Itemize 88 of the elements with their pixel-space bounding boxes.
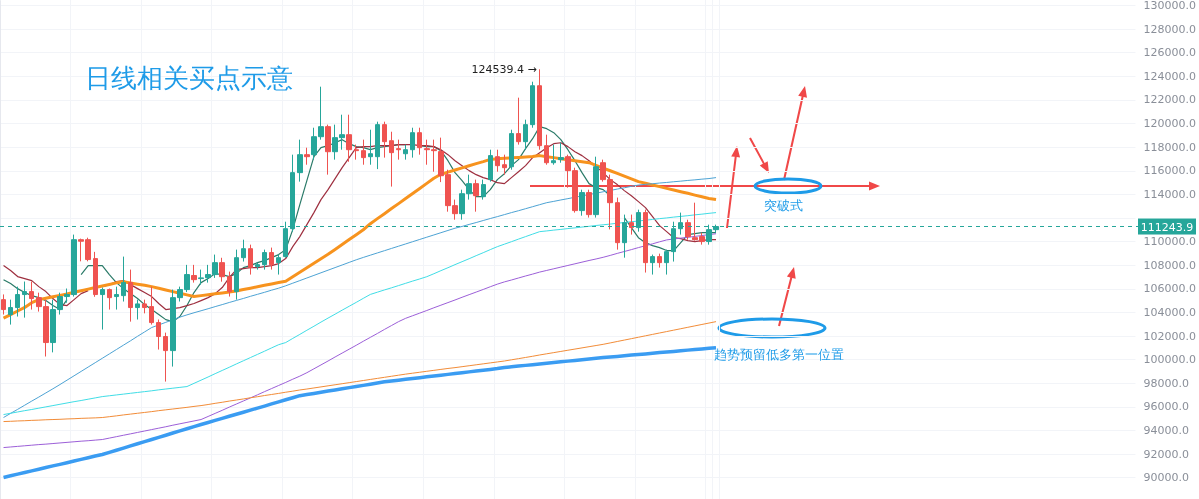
candlestick	[558, 142, 564, 164]
candlestick	[234, 249, 239, 301]
candlestick	[248, 244, 253, 276]
candlestick	[530, 81, 535, 129]
y-tick-label: 104000.0	[1143, 305, 1197, 319]
y-tick-label: 120000.0	[1143, 117, 1197, 131]
y-tick-label: 124000.0	[1143, 69, 1197, 83]
candlestick	[227, 271, 232, 298]
y-tick-label: 94000.0	[1143, 424, 1190, 438]
candlestick	[650, 254, 655, 276]
candlestick	[389, 131, 394, 188]
candlestick	[664, 249, 669, 276]
annotation: 124539.4 →	[471, 63, 537, 77]
y-tick-label: 102000.0	[1143, 329, 1197, 343]
candlestick	[128, 269, 133, 323]
candlestick	[156, 319, 161, 351]
candlestick	[142, 299, 147, 314]
candlestick	[502, 154, 507, 176]
candlestick	[382, 121, 387, 159]
candlestick	[403, 144, 408, 161]
y-tick-label: 116000.0	[1143, 164, 1197, 178]
y-tick-label: 110000.0	[1143, 235, 1197, 249]
candlestick	[657, 253, 662, 269]
y-tick-label: 130000.0	[1143, 0, 1197, 12]
candlestick	[523, 119, 528, 151]
candlestick	[368, 129, 373, 166]
candlestick	[685, 219, 691, 241]
y-tick-label: 100000.0	[1143, 353, 1197, 367]
candlestick	[488, 149, 493, 183]
candlestick	[346, 114, 352, 163]
y-tick-label: 128000.0	[1143, 22, 1197, 36]
candlestick	[615, 197, 620, 251]
candlestick	[219, 257, 225, 283]
candlestick	[241, 239, 246, 263]
candlestick	[396, 139, 401, 161]
candlestick	[8, 299, 13, 326]
candlestick	[537, 68, 542, 151]
candlestick	[586, 189, 592, 219]
candlestick	[262, 249, 267, 271]
candlestick	[276, 254, 281, 276]
y-tick-label: 122000.0	[1143, 93, 1197, 107]
y-tick-label: 106000.0	[1143, 282, 1197, 296]
candlestick	[579, 189, 585, 217]
candlestick	[107, 288, 112, 311]
y-tick-label: 92000.0	[1143, 447, 1190, 461]
candlestick	[325, 124, 331, 176]
candlestick	[297, 139, 303, 183]
candlestick	[593, 156, 599, 219]
candlestick	[100, 287, 105, 331]
candlestick	[629, 214, 634, 236]
text: 日线相关买点示意	[85, 63, 293, 93]
candlestick	[93, 251, 98, 298]
candlestick	[255, 262, 260, 271]
candlestick	[121, 256, 126, 303]
candlestick	[191, 264, 197, 284]
candlestick	[495, 149, 500, 173]
candlestick	[304, 147, 310, 166]
candlestick	[22, 281, 27, 319]
y-tick-label: 98000.0	[1143, 376, 1190, 390]
candlestick	[269, 247, 274, 271]
candlestick	[1, 293, 6, 316]
y-tick-label: 90000.0	[1143, 471, 1190, 485]
candlestick	[551, 144, 556, 166]
candlestick	[163, 332, 168, 383]
candlestick	[135, 299, 140, 320]
annotation: 趋势预留低多第一位置	[714, 347, 844, 362]
candlestick	[516, 97, 521, 146]
candlestick	[15, 286, 20, 318]
candlestick	[149, 286, 154, 326]
y-tick-label: 108000.0	[1143, 258, 1197, 272]
candlestick	[643, 209, 648, 274]
candlestick	[410, 127, 415, 159]
candlestick	[417, 127, 422, 156]
candlestick	[473, 179, 479, 213]
candlestick	[354, 144, 359, 161]
candlestick	[544, 134, 549, 166]
candlestick	[375, 121, 380, 170]
ref-line-label: 111243.9	[1140, 220, 1194, 234]
candlestick	[481, 179, 486, 201]
candlestick	[361, 139, 366, 166]
candlestick	[29, 281, 34, 311]
y-tick-label: 96000.0	[1143, 400, 1190, 414]
y-tick-label: 126000.0	[1143, 46, 1197, 60]
y-tick-label: 114000.0	[1143, 187, 1197, 201]
candlestick	[509, 129, 514, 171]
text: 突破式	[763, 198, 803, 213]
candlestick	[114, 286, 119, 311]
y-tick-label: 118000.0	[1143, 140, 1197, 154]
